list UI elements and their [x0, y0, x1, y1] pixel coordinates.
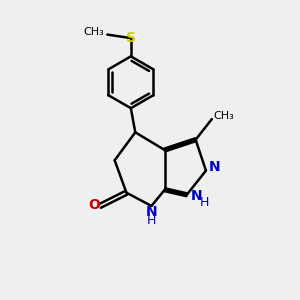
Text: S: S — [126, 31, 136, 45]
Text: N: N — [146, 206, 157, 219]
Text: N: N — [209, 160, 220, 174]
Text: H: H — [200, 196, 209, 209]
Text: N: N — [190, 189, 202, 203]
Text: CH₃: CH₃ — [83, 27, 104, 37]
Text: CH₃: CH₃ — [213, 110, 234, 121]
Text: O: O — [88, 198, 100, 212]
Text: H: H — [147, 214, 156, 227]
